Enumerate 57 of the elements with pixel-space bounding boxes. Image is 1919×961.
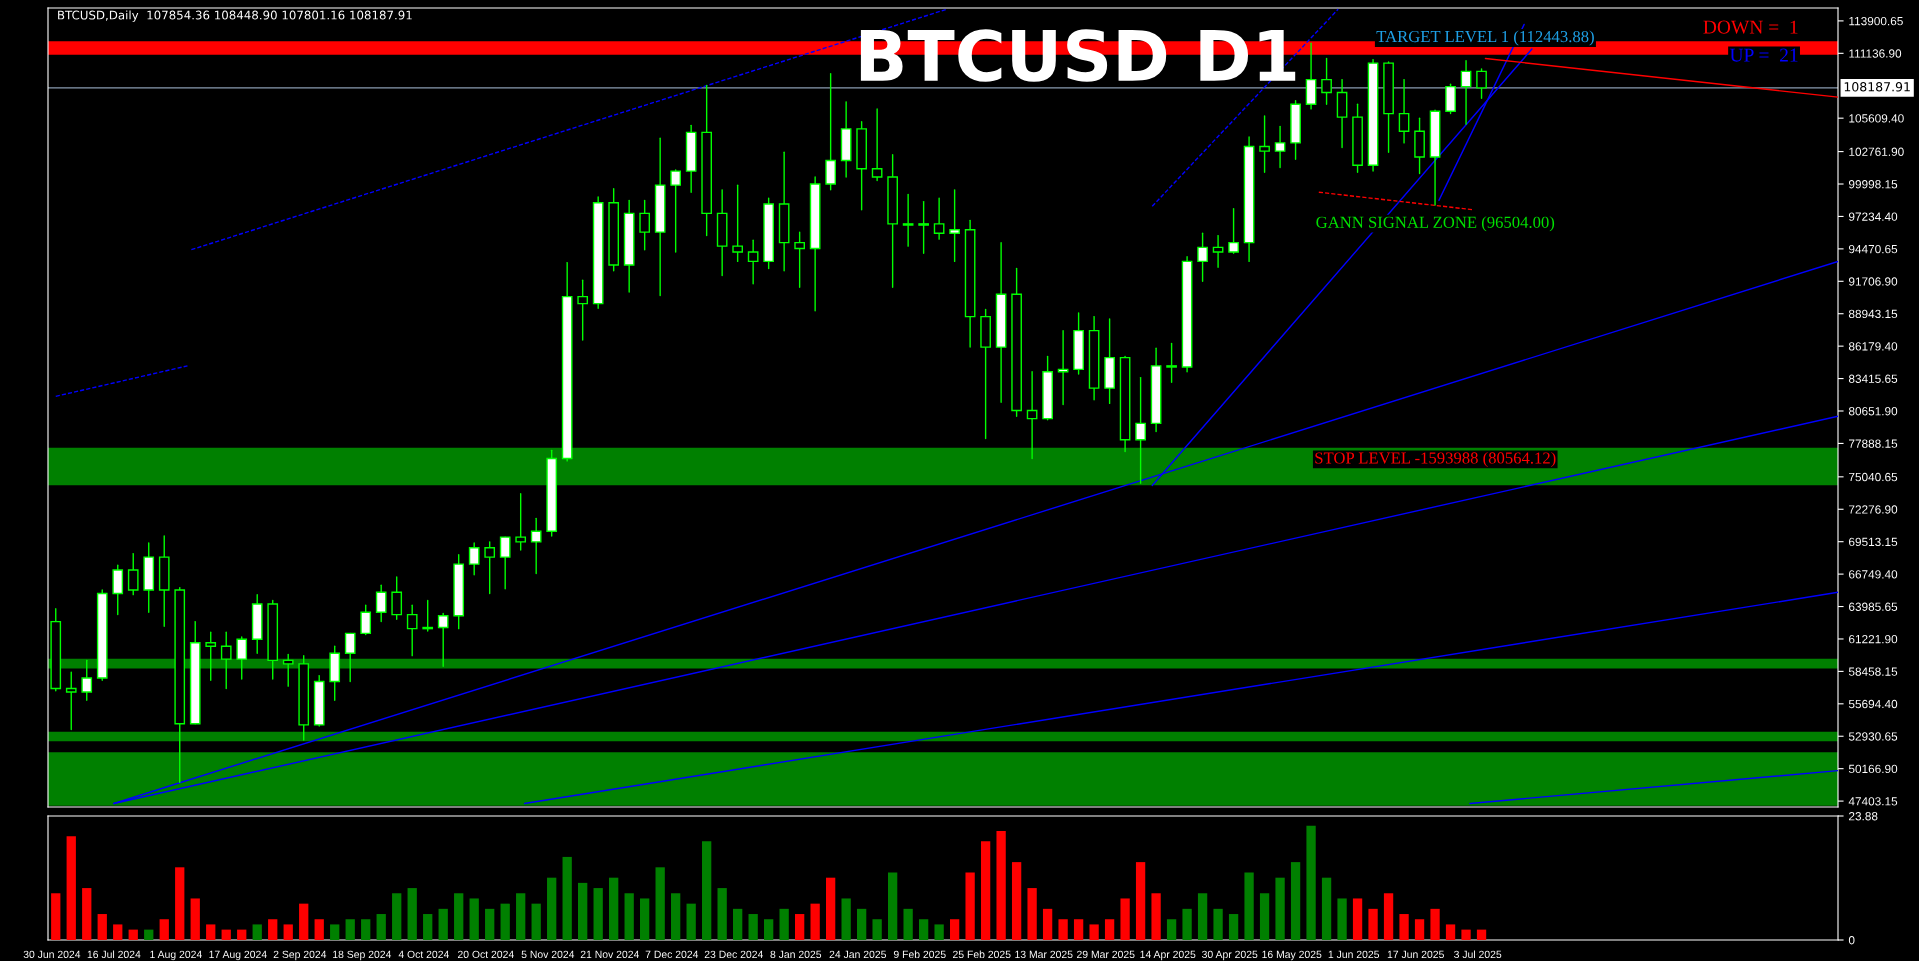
y-tick-label: 94470.65: [1848, 244, 1898, 254]
y-tick-label: 52930.65: [1848, 732, 1898, 741]
annotation: GANN SIGNAL ZONE (96504.00): [1316, 216, 1555, 232]
y-tick-label: 50166.90: [1848, 764, 1898, 774]
annotation: TARGET LEVEL 1 (112443.88): [1376, 30, 1594, 46]
annotation: STOP LEVEL -1593988 (80564.12): [1315, 451, 1556, 467]
x-tick-label: 7 Dec 2024: [645, 950, 699, 959]
annotation: DOWN = 1: [1703, 20, 1798, 34]
x-tick-label: 30 Jun 2024: [23, 950, 81, 959]
x-tick-label: 3 Jul 2025: [1454, 950, 1502, 959]
y-tick-label: 58458.15: [1848, 667, 1898, 676]
y-tick-label: 91706.90: [1848, 277, 1898, 286]
y-tick-label: 102761.90: [1849, 147, 1904, 156]
y-tick-label: 86179.40: [1848, 342, 1898, 351]
x-tick-label: 5 Nov 2024: [521, 950, 575, 959]
y-tick-label: 83415.65: [1848, 374, 1898, 383]
x-tick-label: 25 Feb 2025: [953, 950, 1011, 959]
x-tick-label: 2 Sep 2024: [273, 950, 327, 961]
x-tick-label: 20 Oct 2024: [457, 950, 514, 959]
x-tick-label: 16 Jul 2024: [87, 950, 141, 959]
x-tick-label: 18 Sep 2024: [333, 950, 392, 961]
y-tick-label: 77888.15: [1849, 439, 1898, 448]
y-tick-label: 72276.90: [1849, 505, 1898, 514]
x-tick-label: 21 Nov 2024: [580, 950, 640, 959]
y-tick-label: 66749.40: [1849, 570, 1898, 579]
y-tick-label: 75040.65: [1849, 472, 1898, 482]
x-tick-label: 24 Jan 2025: [829, 950, 886, 959]
y-tick-label: 111136.90: [1849, 49, 1902, 58]
annotation: UP = 21: [1729, 48, 1798, 62]
x-tick-label: 17 Aug 2024: [209, 950, 267, 961]
y-tick-label: 69513.15: [1849, 537, 1898, 547]
x-tick-label: 13 Mar 2025: [1015, 950, 1073, 959]
y-tick-label: 88943.15: [1848, 309, 1898, 319]
annotation: BTCUSD,Daily 107854.36 108448.90 107801.16 108187.91: [58, 10, 412, 22]
x-tick-label: 23 Dec 2024: [704, 950, 764, 959]
y-tick-label: 47403.15: [1848, 797, 1898, 806]
y-tick-label: 55694.40: [1848, 699, 1898, 709]
ref-line-label: 108187.91: [1844, 82, 1910, 92]
y-tick-label: 23.88: [1849, 812, 1878, 821]
x-tick-label: 30 Apr 2025: [1202, 950, 1258, 961]
y-tick-label: 0: [1848, 936, 1855, 945]
x-tick-label: 1 Aug 2024: [150, 950, 202, 961]
x-tick-label: 9 Feb 2025: [893, 950, 946, 959]
x-tick-label: 16 May 2025: [1262, 950, 1322, 961]
y-tick-label: 99998.15: [1848, 180, 1898, 189]
x-tick-label: 4 Oct 2024: [398, 950, 449, 959]
y-tick-label: 97234.40: [1848, 212, 1898, 221]
x-tick-label: 1 Jun 2025: [1328, 950, 1380, 959]
x-tick-label: 29 Mar 2025: [1077, 950, 1135, 959]
y-tick-label: 61221.90: [1849, 635, 1898, 644]
x-tick-label: 17 Jun 2025: [1387, 950, 1444, 959]
y-tick-label: 63985.65: [1849, 602, 1898, 611]
y-tick-label: 113900.65: [1849, 16, 1903, 26]
y-tick-label: 105609.40: [1849, 114, 1904, 123]
x-tick-label: 8 Jan 2025: [770, 950, 822, 959]
x-tick-label: 14 Apr 2025: [1140, 950, 1196, 961]
y-tick-label: 80651.90: [1848, 407, 1898, 416]
